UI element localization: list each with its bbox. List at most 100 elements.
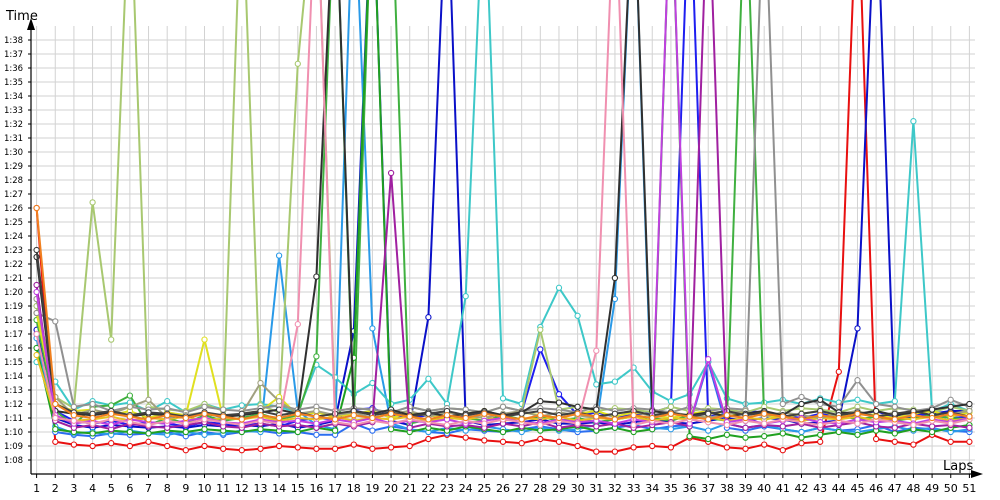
series-point [742,414,749,422]
series-point [910,118,917,125]
series-point [33,246,40,254]
series-point [238,421,245,429]
x-tick-label: 48 [906,482,920,495]
series-point [238,410,245,417]
y-tick-label: 1:27 [4,190,23,200]
x-tick-label: 11 [216,482,230,495]
series-point [220,406,227,413]
series-point [817,438,824,445]
series-point [761,433,768,440]
series-point [108,402,115,409]
series-point [33,204,40,212]
series-point [872,435,880,443]
series-point [723,431,731,438]
series-point [891,403,898,410]
series-point [387,426,395,433]
x-axis-title: Laps [943,459,973,474]
x-tick-label: 37 [701,482,715,495]
x-tick-label: 42 [794,482,808,495]
series-point [70,417,78,424]
series-point [928,414,936,422]
y-tick-label: 1:18 [4,316,23,326]
series-point [667,420,675,427]
series-point [369,445,376,452]
series-point [126,413,134,420]
series-point [52,318,59,325]
series-point [779,423,786,430]
series-point [835,403,842,410]
series-point [835,368,842,375]
series-point [705,410,712,417]
series-point [761,420,768,427]
x-tick-label: 34 [645,482,659,495]
series-point [126,392,134,399]
series-point [257,417,264,424]
series-point [201,403,208,410]
series-point [406,413,413,420]
series-point [331,427,339,434]
series-point [593,413,600,420]
series-point [798,393,805,401]
series-point [499,428,507,436]
series-point [425,314,432,321]
series-point [798,416,805,423]
series-point [910,421,917,429]
x-tick-label: 7 [145,482,152,495]
series-point [443,412,451,419]
series-point [275,442,283,450]
series-point [275,414,283,422]
y-tick-label: 1:29 [4,162,23,172]
series-point [891,438,898,445]
series-point [52,438,59,445]
series-point [108,421,115,429]
series-point [518,416,525,423]
x-tick-label: 44 [832,482,846,495]
series-point [966,438,973,445]
series-point [220,413,227,420]
series-point [537,346,544,353]
series-point [817,431,824,438]
y-axis-title: Time [5,9,38,24]
x-tick-label: 19 [365,482,379,495]
series-point [705,427,712,434]
series-point [108,336,115,343]
y-axis-arrow-icon [27,18,35,30]
series-point [686,433,693,440]
series-point [294,444,301,451]
series-point [611,448,619,455]
y-tick-label: 1:19 [4,302,23,312]
series-point [126,419,134,426]
series-point [686,413,693,420]
y-tick-label: 1:30 [4,148,23,158]
series-point [331,445,339,452]
x-tick-label: 17 [328,482,342,495]
series-point [891,424,898,431]
series-layer [33,0,973,455]
series-point [33,330,40,338]
series-point [425,410,432,417]
y-tick-label: 1:22 [4,260,23,270]
series-point [369,427,376,434]
series-point [201,416,208,423]
series-point [52,426,59,433]
series-point [891,410,898,417]
x-tick-label: 33 [627,482,641,495]
series-point [89,442,96,450]
series-point [350,421,357,429]
series-point [425,375,432,382]
series-point [817,421,824,429]
series-point [872,413,880,420]
series-point [966,400,973,408]
series-point [593,448,600,455]
series-point [966,407,973,415]
series-point [387,169,395,177]
series-point [108,416,115,423]
series-point [182,447,189,454]
series-point [537,435,544,443]
series-point [854,325,861,332]
series-point [555,284,563,291]
series-point [574,442,581,450]
series-point [649,442,656,450]
series-point [201,410,208,417]
series-point [593,381,600,388]
